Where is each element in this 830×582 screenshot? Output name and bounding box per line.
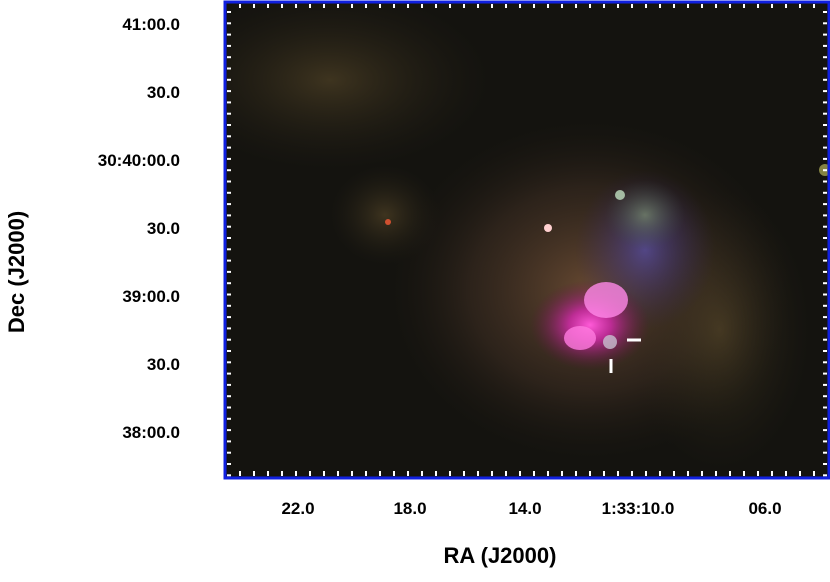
y-tick-label: 30.0 (147, 355, 180, 374)
x-tick-labels: 22.0 18.0 14.0 1:33:10.0 06.0 (281, 499, 781, 518)
y-tick-label: 38:00.0 (122, 423, 180, 442)
x-tick-label: 22.0 (281, 499, 314, 518)
y-tick-label: 30.0 (147, 83, 180, 102)
x-tick-label: 06.0 (748, 499, 781, 518)
y-tick-label: 30.0 (147, 219, 180, 238)
y-tick-label: 30:40:00.0 (98, 151, 180, 170)
x-axis-title: RA (J2000) (444, 543, 557, 568)
y-tick-label: 39:00.0 (122, 287, 180, 306)
image-frame (223, 0, 830, 480)
sky-image (226, 3, 828, 477)
y-axis-title: Dec (J2000) (4, 211, 29, 333)
y-tick-labels: 41:00.0 30.0 30:40:00.0 30.0 39:00.0 30.0 38:0… (98, 15, 180, 442)
frame-ticks (227, 4, 827, 477)
x-tick-label: 14.0 (508, 499, 541, 518)
y-tick-label: 41:00.0 (122, 15, 180, 34)
x-tick-label: 18.0 (393, 499, 426, 518)
x-tick-label: 1:33:10.0 (602, 499, 675, 518)
